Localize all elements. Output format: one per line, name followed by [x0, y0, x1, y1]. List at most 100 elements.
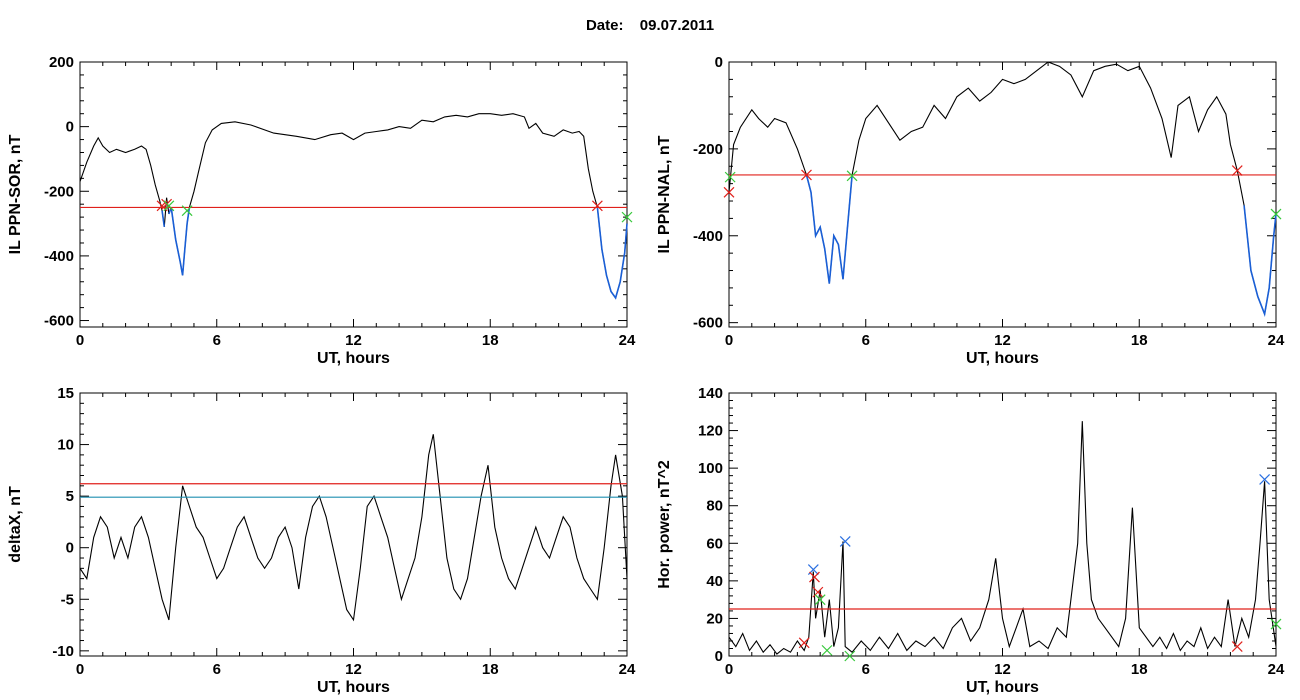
marker-stroke	[846, 170, 858, 182]
marker-stroke	[723, 186, 735, 198]
x-tick-label: 18	[482, 661, 499, 678]
marker-start	[809, 571, 820, 583]
marker-stroke	[1270, 618, 1282, 630]
y-tick-label: -10	[52, 643, 74, 660]
marker-stroke	[1270, 208, 1282, 220]
marker-end	[821, 644, 833, 656]
marker-stroke	[724, 171, 736, 183]
y-tick-label: 0	[715, 648, 723, 665]
chart-panel-1: 0 6 12 18 24 -600 -400 -200 0 200 UT, hours IL PPN-…	[7, 54, 636, 367]
x-tick-label: 6	[213, 661, 221, 678]
y-tick-label: -400	[44, 248, 74, 265]
chart-panel-3: 0 6 12 18 24 -10 -5 0 5 10 15 UT, hours deltaX, nT	[7, 385, 636, 696]
marker-start	[812, 586, 824, 598]
marker-stroke	[591, 200, 603, 212]
series-line	[728, 61, 1277, 317]
marker-stroke	[798, 637, 810, 649]
marker-stroke	[1231, 165, 1243, 177]
x-axis-title: UT, hours	[966, 350, 1039, 367]
marker-start	[1231, 165, 1243, 177]
marker-end	[846, 170, 858, 182]
marker-end	[1270, 618, 1282, 630]
marker-start	[591, 200, 603, 212]
y-tick-label: 0	[66, 119, 74, 136]
marker-peak	[839, 535, 851, 547]
x-axis-title: UT, hours	[966, 679, 1039, 696]
marker-start	[798, 637, 810, 649]
marker-stroke	[844, 650, 856, 662]
marker-stroke	[809, 571, 820, 583]
marker-end	[181, 205, 193, 217]
y-tick-label: 120	[698, 423, 723, 440]
marker-end	[844, 650, 856, 662]
y-tick-label: 200	[49, 54, 74, 71]
x-tick-label: 18	[1131, 661, 1148, 678]
marker-stroke	[821, 644, 833, 656]
marker-start	[1231, 641, 1243, 653]
marker-end	[621, 211, 633, 223]
y-tick-label: 140	[698, 385, 723, 402]
y-tick-label: 0	[715, 54, 723, 71]
x-tick-label: 24	[1268, 661, 1285, 678]
marker-stroke	[812, 586, 824, 598]
below-threshold-segment	[1243, 205, 1277, 317]
series-line	[79, 434, 628, 622]
date-value: 09.07.2011	[639, 17, 715, 34]
marker-end	[163, 200, 175, 212]
y-tick-label: 10	[57, 437, 74, 454]
x-axis-title: UT, hours	[317, 350, 390, 367]
y-tick-label: 5	[66, 488, 74, 505]
y-tick-label: 15	[57, 385, 74, 402]
y-tick-label: -400	[693, 228, 723, 245]
marker-end	[814, 594, 826, 606]
y-tick-label: -5	[61, 591, 74, 608]
y-tick-label: -600	[693, 315, 723, 332]
marker-stroke	[163, 200, 175, 212]
marker-stroke	[1231, 641, 1243, 653]
y-tick-label: 80	[706, 498, 723, 515]
series-line	[79, 113, 628, 300]
marker-stroke	[181, 205, 193, 217]
marker-stroke	[1259, 473, 1271, 485]
x-tick-label: 24	[1268, 332, 1285, 349]
marker-stroke	[621, 211, 633, 223]
marker-end	[724, 171, 736, 183]
y-tick-label: -200	[44, 183, 74, 200]
y-tick-label: 60	[706, 535, 723, 552]
below-threshold-segment	[168, 207, 191, 276]
series-line	[728, 421, 1277, 655]
y-tick-label: 20	[706, 610, 723, 627]
x-tick-label: 0	[725, 332, 733, 349]
y-tick-label: -600	[44, 313, 74, 330]
y-tick-label: 40	[706, 573, 723, 590]
x-tick-label: 0	[725, 661, 733, 678]
x-tick-label: 12	[345, 332, 362, 349]
x-tick-label: 24	[619, 661, 636, 678]
x-tick-label: 0	[76, 661, 84, 678]
marker-start	[801, 169, 812, 181]
y-axis-title: IL PPN-NAL, nT	[656, 135, 673, 253]
x-tick-label: 0	[76, 332, 84, 349]
y-axis-title: deltaX, nT	[7, 486, 24, 563]
below-threshold-segment	[161, 210, 166, 227]
chart-panel-4: 0 6 12 18 24 0 20 40 60 80 100 120 140 UT, hours Hor. …	[656, 385, 1285, 696]
marker-start	[723, 186, 735, 198]
y-tick-label: 100	[698, 460, 723, 477]
y-axis-title: IL PPN-SOR, nT	[7, 134, 24, 254]
marker-peak	[1259, 473, 1271, 485]
marker-stroke	[801, 169, 812, 181]
below-threshold-segment	[805, 174, 853, 284]
x-tick-label: 24	[619, 332, 636, 349]
x-tick-label: 18	[482, 332, 499, 349]
x-tick-label: 12	[345, 661, 362, 678]
below-threshold-segment	[596, 207, 628, 300]
date-label: Date:	[585, 17, 624, 34]
plot-frame	[79, 61, 628, 328]
x-tick-label: 12	[994, 661, 1011, 678]
x-axis-title: UT, hours	[317, 679, 390, 696]
x-tick-label: 6	[862, 332, 870, 349]
figure-title: Date: 09.07.2011	[0, 17, 1300, 34]
x-tick-label: 18	[1131, 332, 1148, 349]
marker-stroke	[839, 535, 851, 547]
x-tick-label: 6	[213, 332, 221, 349]
